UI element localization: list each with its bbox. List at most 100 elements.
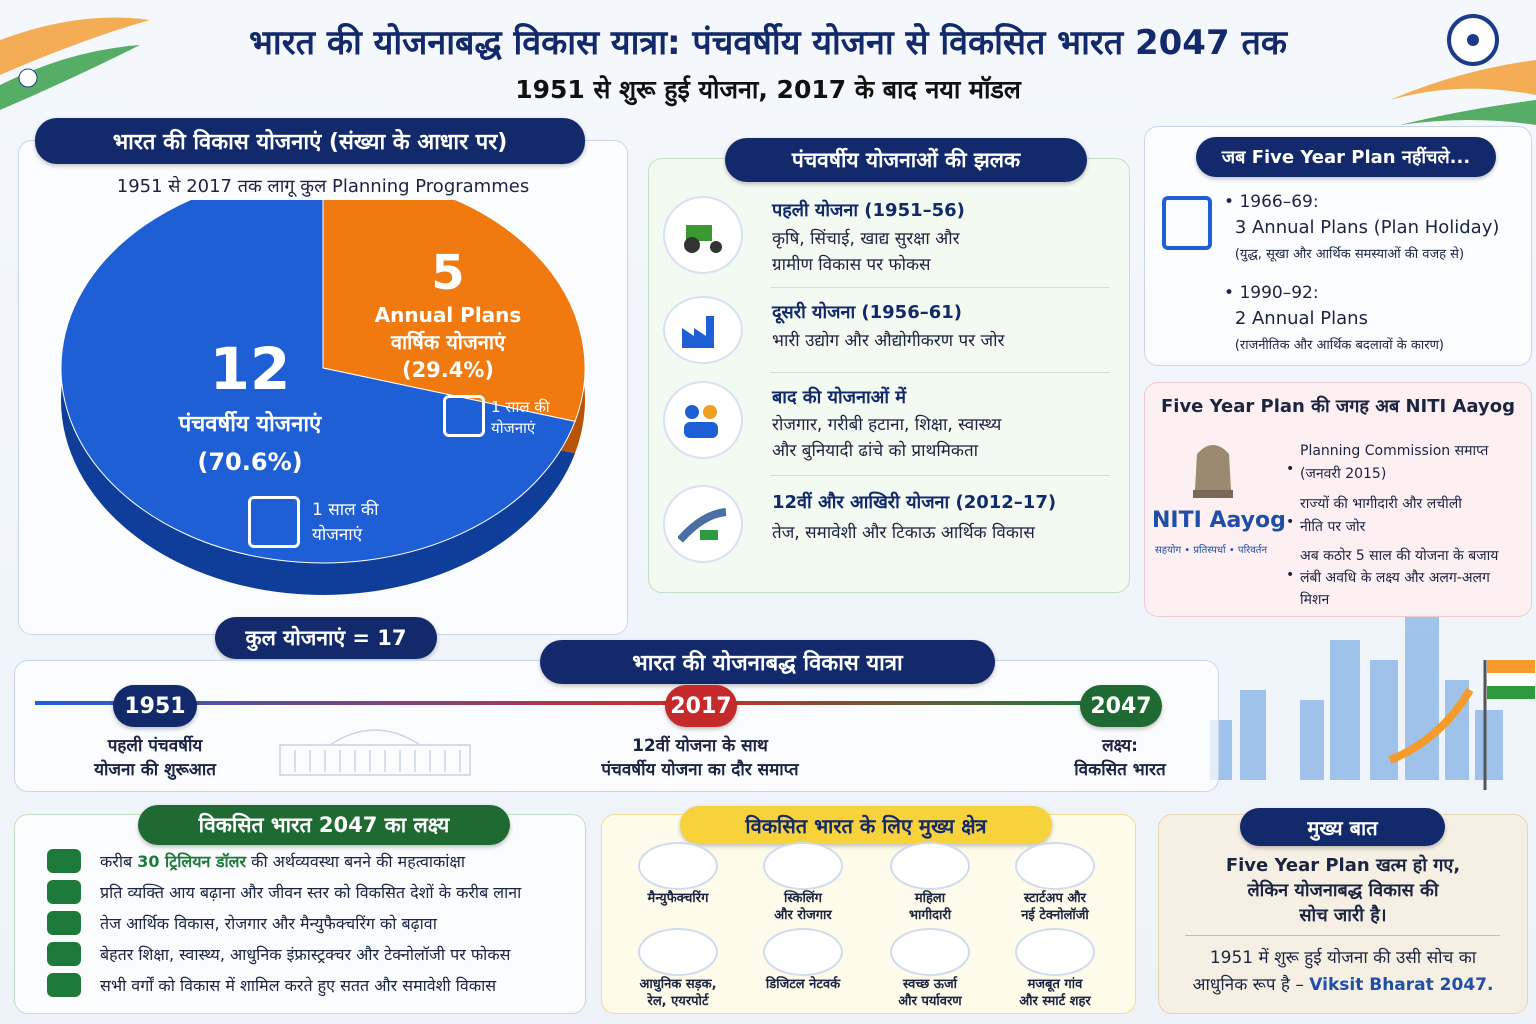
slice-note: 1 साल की योजनाएं — [491, 398, 550, 437]
niti-name: NITI Aayog — [1152, 508, 1286, 533]
calendar-icon — [1162, 196, 1212, 250]
calendar-icon — [248, 496, 300, 548]
goal-icon — [47, 942, 81, 966]
goal-icon — [47, 911, 81, 935]
goal-icon — [47, 973, 81, 997]
divider — [1185, 935, 1500, 936]
sector-icon — [890, 928, 970, 976]
glimpse-text: भारी उद्योग और औद्योगीकरण पर जोर — [772, 331, 1005, 351]
niti-point: Planning Commission समाप्त (जनवरी 2015) — [1300, 443, 1489, 482]
slice-value-label: 5 — [431, 245, 465, 301]
sector-icon — [1015, 842, 1095, 890]
total-label: कुल योजनाएं = 17 — [215, 617, 437, 659]
sector-label: मैन्युफैक्चरिंग — [647, 891, 709, 906]
goal-item: प्रति व्यक्ति आय बढ़ाना और जीवन स्तर को … — [100, 883, 522, 902]
niti-panel — [1144, 382, 1532, 617]
glimpse-text: कृषि, सिंचाई, खाद्य सुरक्षा और ग्रामीण व… — [772, 229, 960, 275]
milestone-year: 2047 — [1080, 685, 1162, 727]
goals-panel — [14, 814, 586, 1014]
closing-text: 1951 में शुरू हुई योजना की उसी सोच का आध… — [1192, 948, 1477, 995]
slice-share-label: (70.6%) — [197, 448, 303, 476]
sector-label: स्वच्छ ऊर्जा और पर्यावरण — [898, 977, 962, 1009]
bullets: • • • — [1286, 461, 1295, 583]
sector-label: मजबूत गांव और स्मार्ट शहर — [1019, 977, 1091, 1009]
sector-label: महिला भागीदारी — [908, 891, 952, 923]
slice-value-label: 12 — [209, 335, 291, 403]
glimpse-heading: 12वीं और आखिरी योजना (2012–17) — [772, 492, 1057, 513]
goals-title: विकसित भारत 2047 का लक्ष्य — [138, 805, 510, 845]
key-closing: 1951 में शुरू हुई योजना की उसी सोच का आध… — [1158, 945, 1528, 999]
pie-chart — [60, 200, 586, 595]
sector-icon — [890, 842, 970, 890]
sector-label: स्टार्टअप और नई टेक्नोलॉजी — [1021, 891, 1089, 923]
milestone-year: 2017 — [665, 685, 737, 727]
plan-note: (युद्ध, सूखा और आर्थिक समस्याओं की वजह स… — [1234, 247, 1465, 262]
goal-item: करीब 30 ट्रिलियन डॉलर की अर्थव्यवस्था बन… — [100, 850, 465, 872]
sector-icon — [763, 842, 843, 890]
divider — [770, 372, 1110, 373]
slice-label: Annual Plans वार्षिक योजनाएं — [374, 303, 522, 354]
sector-icon — [1015, 928, 1095, 976]
no-plan-item: • 1990–92: 2 Annual Plans (राजनीतिक और आ… — [1224, 283, 1445, 353]
glimpse-heading: बाद की योजनाओं में — [772, 387, 907, 408]
goal-icon — [47, 849, 81, 873]
page-subtitle: 1951 से शुरू हुई योजना, 2017 के बाद नया … — [515, 75, 1021, 104]
emblem-icon — [1193, 445, 1233, 498]
key-text: Five Year Plan खत्म हो गए, लेकिन योजनाबद… — [1225, 855, 1461, 926]
milestone-text: लक्ष्य: विकसित भारत — [1074, 736, 1166, 780]
key-title: मुख्य बात — [1240, 808, 1445, 846]
goal-icon — [47, 880, 81, 904]
divider — [770, 475, 1110, 476]
milestone-text: 12वीं योजना के साथ पंचवर्षीय योजना का दौ… — [601, 736, 799, 780]
timeline-line — [35, 701, 1095, 705]
calendar-icon — [443, 395, 485, 437]
glimpse-heading: पहली योजना (1951–56) — [772, 200, 965, 221]
period: 1990–92: — [1239, 283, 1319, 303]
glimpse-heading: दूसरी योजना (1956–61) — [772, 302, 962, 323]
niti-title: Five Year Plan की जगह अब NITI Aayog — [1160, 396, 1516, 417]
goal-item: बेहतर शिक्षा, स्वास्थ्य, आधुनिक इंफ्रास्… — [100, 945, 511, 964]
sector-label: डिजिटल नेटवर्क — [765, 977, 841, 992]
people-icon — [663, 381, 743, 459]
sector-icon — [763, 928, 843, 976]
sector-label: आधुनिक सड़क, रेल, एयरपोर्ट — [639, 977, 717, 1009]
page-title: भारत की योजनाबद्ध विकास यात्रा: पंचवर्षी… — [249, 23, 1287, 63]
sector-icon — [638, 928, 718, 976]
niti-point: अब कठोर 5 साल की योजना के बजाय लंबी अवधि… — [1300, 548, 1499, 608]
plan-text: 2 Annual Plans — [1234, 308, 1368, 329]
pie-slice — [322, 200, 586, 422]
goal-highlight: 30 ट्रिलियन डॉलर — [137, 852, 247, 871]
no-plan-item: • 1966–69: 3 Annual Plans (Plan Holiday)… — [1224, 192, 1500, 262]
pie-title: भारत की विकास योजनाएं (संख्या के आधार पर… — [35, 118, 585, 164]
niti-point: राज्यों की भागीदारी और लचीली नीति पर जोर — [1300, 496, 1462, 535]
pie-subtitle: 1951 से 2017 तक लागू कुल Planning Progra… — [116, 176, 530, 197]
timeline-title: भारत की योजनाबद्ध विकास यात्रा — [540, 640, 995, 684]
slice-note: 1 साल की योजनाएं — [312, 500, 379, 545]
key-panel — [1158, 814, 1528, 1014]
period: 1966–69: — [1239, 192, 1319, 212]
sectors-title: विकसित भारत के लिए मुख्य क्षेत्र — [680, 806, 1052, 844]
factory-icon — [663, 296, 743, 364]
pie-slice — [60, 200, 576, 564]
milestone-year: 1951 — [113, 685, 197, 727]
goal-item: सभी वर्गों को विकास में शामिल करते हुए स… — [100, 976, 497, 995]
divider — [770, 287, 1110, 288]
goal-text: की अर्थव्यवस्था बनने की महत्वाकांक्षा — [246, 852, 466, 871]
niti-tagline: सहयोग • प्रतिस्पर्धा • परिवर्तन — [1155, 545, 1268, 556]
slice-label: पंचवर्षीय योजनाएं — [178, 412, 322, 437]
road-icon — [663, 485, 743, 563]
no-plan-title: जब Five Year Plan नहींचले... — [1196, 137, 1496, 177]
goal-text: करीब — [100, 852, 138, 871]
slice-share-label: (29.4%) — [401, 358, 495, 382]
closing-highlight: Viksit Bharat 2047. — [1309, 975, 1494, 995]
glimpse-title: पंचवर्षीय योजनाओं की झलक — [725, 138, 1087, 182]
tractor-icon — [663, 196, 743, 274]
sector-icon — [638, 842, 718, 890]
plan-note: (राजनीतिक और आर्थिक बदलावों के कारण) — [1234, 338, 1445, 353]
goal-item: तेज आर्थिक विकास, रोजगार और मैन्युफैक्चर… — [100, 914, 437, 933]
glimpse-text: तेज, समावेशी और टिकाऊ आर्थिक विकास — [772, 523, 1035, 543]
milestone-text: पहली पंचवर्षीय योजना की शुरूआत — [94, 736, 216, 780]
glimpse-text: रोजगार, गरीबी हटाना, शिक्षा, स्वास्थ्य औ… — [772, 415, 1002, 461]
sector-label: स्किलिंग और रोजगार — [774, 891, 832, 923]
